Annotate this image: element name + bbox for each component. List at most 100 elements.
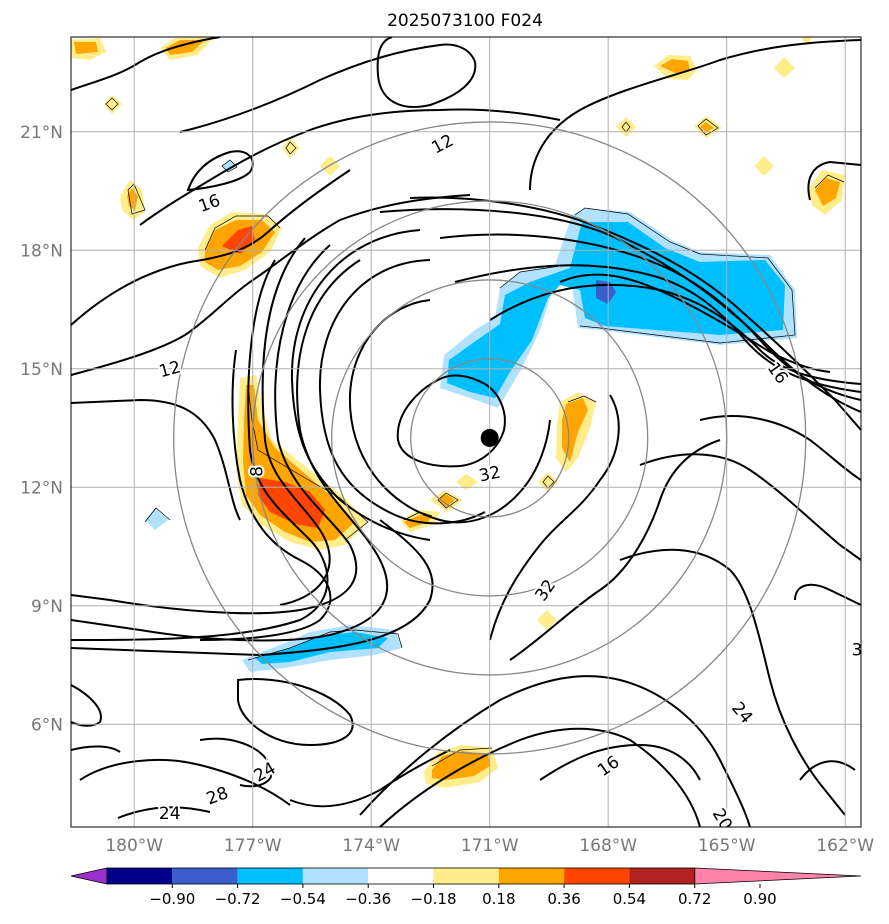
contour-line bbox=[186, 150, 254, 192]
contour-line bbox=[318, 259, 486, 525]
positive-region bbox=[127, 188, 138, 210]
contour-line bbox=[71, 519, 434, 657]
range-rings bbox=[173, 121, 807, 755]
y-tick-label: 15°N bbox=[20, 360, 63, 380]
colorbar-tick-label: −0.54 bbox=[280, 890, 326, 908]
thin-contour bbox=[127, 183, 146, 215]
contour-label: 32 bbox=[531, 576, 560, 605]
thin-contour bbox=[567, 395, 597, 403]
y-tick-label: 21°N bbox=[20, 123, 63, 143]
contour-line bbox=[71, 37, 221, 91]
contour-line bbox=[529, 39, 861, 191]
contour-line bbox=[79, 759, 291, 806]
positive-region bbox=[74, 42, 98, 54]
contour-line bbox=[619, 548, 846, 816]
colorbar-tick-label: −0.90 bbox=[149, 890, 195, 908]
range-ring bbox=[173, 121, 807, 755]
contour-line bbox=[799, 760, 856, 781]
contour-line bbox=[807, 160, 861, 201]
positive-region bbox=[282, 138, 300, 158]
x-tick-label: 177°W bbox=[224, 836, 282, 856]
contour-line bbox=[179, 37, 477, 133]
range-ring bbox=[410, 358, 570, 518]
colorbar-tick-label: 0.54 bbox=[613, 890, 646, 908]
chart-title: 2025073100 F024 bbox=[387, 11, 543, 31]
colorbar-tick-label: −0.36 bbox=[345, 890, 391, 908]
colorbar-frame bbox=[106, 867, 696, 885]
shaded-field bbox=[71, 37, 845, 788]
positive-region bbox=[774, 57, 795, 78]
x-tick-label: 171°W bbox=[461, 836, 519, 856]
colorbar-tick-label: −0.72 bbox=[215, 890, 261, 908]
y-tick-label: 9°N bbox=[31, 597, 63, 617]
contour-line bbox=[71, 259, 329, 641]
thin-contour bbox=[105, 97, 119, 111]
positive-region bbox=[815, 178, 840, 206]
positive-region bbox=[104, 95, 122, 114]
x-tick-label: 180°W bbox=[105, 836, 163, 856]
thin-contour bbox=[247, 384, 369, 541]
thin-contour bbox=[542, 475, 555, 489]
thick-contours bbox=[71, 37, 861, 827]
colorbar-segment bbox=[237, 868, 303, 884]
x-tick-label: 174°W bbox=[342, 836, 400, 856]
contour-line bbox=[539, 743, 701, 781]
thin-contour bbox=[814, 174, 845, 189]
y-tick-label: 18°N bbox=[20, 241, 63, 261]
contour-line bbox=[639, 453, 861, 561]
positive-region bbox=[320, 156, 340, 176]
contour-line bbox=[71, 244, 358, 615]
contour-line bbox=[454, 264, 861, 393]
contour-line bbox=[117, 806, 211, 819]
contour-label: 24 bbox=[251, 758, 280, 786]
contour-line bbox=[794, 583, 861, 606]
contour-line bbox=[290, 229, 431, 541]
contour-line bbox=[559, 273, 831, 373]
positive-region bbox=[537, 610, 557, 630]
x-tick-label: 165°W bbox=[698, 836, 756, 856]
colorbar-segment bbox=[629, 868, 695, 884]
x-tick-label: 168°W bbox=[579, 836, 637, 856]
storm-center-marker bbox=[480, 428, 499, 447]
positive-region bbox=[700, 122, 714, 132]
thin-contour bbox=[431, 747, 493, 767]
colorbar-extend-high bbox=[694, 867, 862, 885]
contour-line bbox=[71, 398, 241, 521]
positive-region bbox=[438, 494, 455, 507]
thin-contour bbox=[437, 492, 459, 509]
positive-region bbox=[456, 474, 478, 490]
y-tick-label: 6°N bbox=[31, 715, 63, 735]
colorbar-tick-label: 0.36 bbox=[547, 890, 580, 908]
positive-region bbox=[754, 156, 774, 176]
thin-contour bbox=[285, 141, 297, 155]
contour-line bbox=[199, 349, 332, 641]
negative-region bbox=[145, 508, 168, 530]
colorbar-segment bbox=[107, 868, 173, 884]
colorbar-tick-label: −0.18 bbox=[411, 890, 457, 908]
contour-label: 3 bbox=[852, 640, 863, 660]
contour-line bbox=[348, 299, 551, 524]
y-axis-ticks: 6°N 9°N 12°N 15°N 18°N 21°N bbox=[20, 123, 63, 735]
range-ring bbox=[331, 279, 649, 597]
contour-label: 16 bbox=[196, 191, 223, 217]
colorbar-segment bbox=[564, 868, 630, 884]
colorbar-extend-low bbox=[70, 867, 108, 885]
colorbar-segment bbox=[302, 868, 369, 884]
contour-line bbox=[489, 283, 861, 385]
colorbar-segment bbox=[433, 868, 499, 884]
contour-line bbox=[71, 745, 121, 753]
thin-contour bbox=[204, 215, 281, 251]
contour-label: 32 bbox=[477, 462, 502, 486]
colorbar-segment bbox=[172, 868, 238, 884]
contour-line bbox=[359, 675, 751, 827]
thin-contour bbox=[621, 121, 631, 133]
contour-label: 8 bbox=[248, 466, 268, 477]
contour-line bbox=[379, 727, 701, 827]
positive-region bbox=[432, 751, 490, 780]
negative-region bbox=[596, 280, 616, 304]
contour-label: 24 bbox=[727, 698, 756, 727]
contour-label: 16 bbox=[594, 752, 623, 781]
negative-region bbox=[447, 222, 785, 398]
